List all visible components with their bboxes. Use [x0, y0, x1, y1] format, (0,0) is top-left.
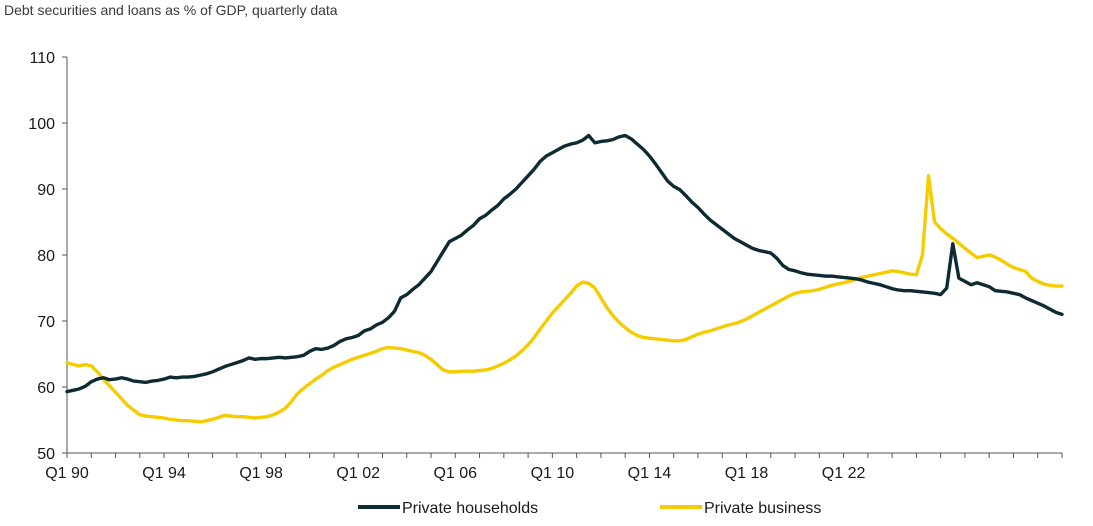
x-axis: Q1 90 Q1 94 Q1 98 Q1 02 Q1 06 Q1 10 Q1 14 Q1 18… [45, 452, 1063, 482]
series-layer [65, 133, 1064, 424]
legend-item-private-households: Private households [358, 500, 538, 517]
legend-label: Private business [704, 500, 821, 517]
legend: Private households Private business [358, 500, 821, 517]
x-tick-label: Q1 02 [336, 465, 380, 482]
x-tick-label: Q1 22 [822, 465, 866, 482]
x-tick-label: Q1 18 [725, 465, 769, 482]
x-tick-label: Q1 98 [239, 465, 283, 482]
x-tick-label: Q1 14 [628, 465, 672, 482]
x-tick-label: Q1 90 [45, 465, 89, 482]
y-tick-label: 60 [37, 380, 55, 397]
legend-item-private-business: Private business [660, 500, 821, 517]
x-tick-label: Q1 06 [433, 465, 477, 482]
series-line-private-households [65, 133, 1064, 394]
series-line-private-business [65, 174, 1064, 424]
y-tick-label: 90 [37, 182, 55, 199]
y-tick-label: 70 [37, 314, 55, 331]
y-tick-label: 80 [37, 248, 55, 265]
y-tick-label: 50 [37, 446, 55, 463]
x-tick-label: Q1 94 [142, 465, 186, 482]
y-tick-label: 100 [28, 116, 55, 133]
chart-subtitle: Debt securities and loans as % of GDP, q… [4, 2, 338, 18]
legend-label: Private households [402, 500, 538, 517]
y-tick-label: 110 [29, 50, 55, 67]
y-axis: 50 60 70 80 90 100 110 [28, 50, 68, 463]
x-tick-label: Q1 10 [531, 465, 575, 482]
